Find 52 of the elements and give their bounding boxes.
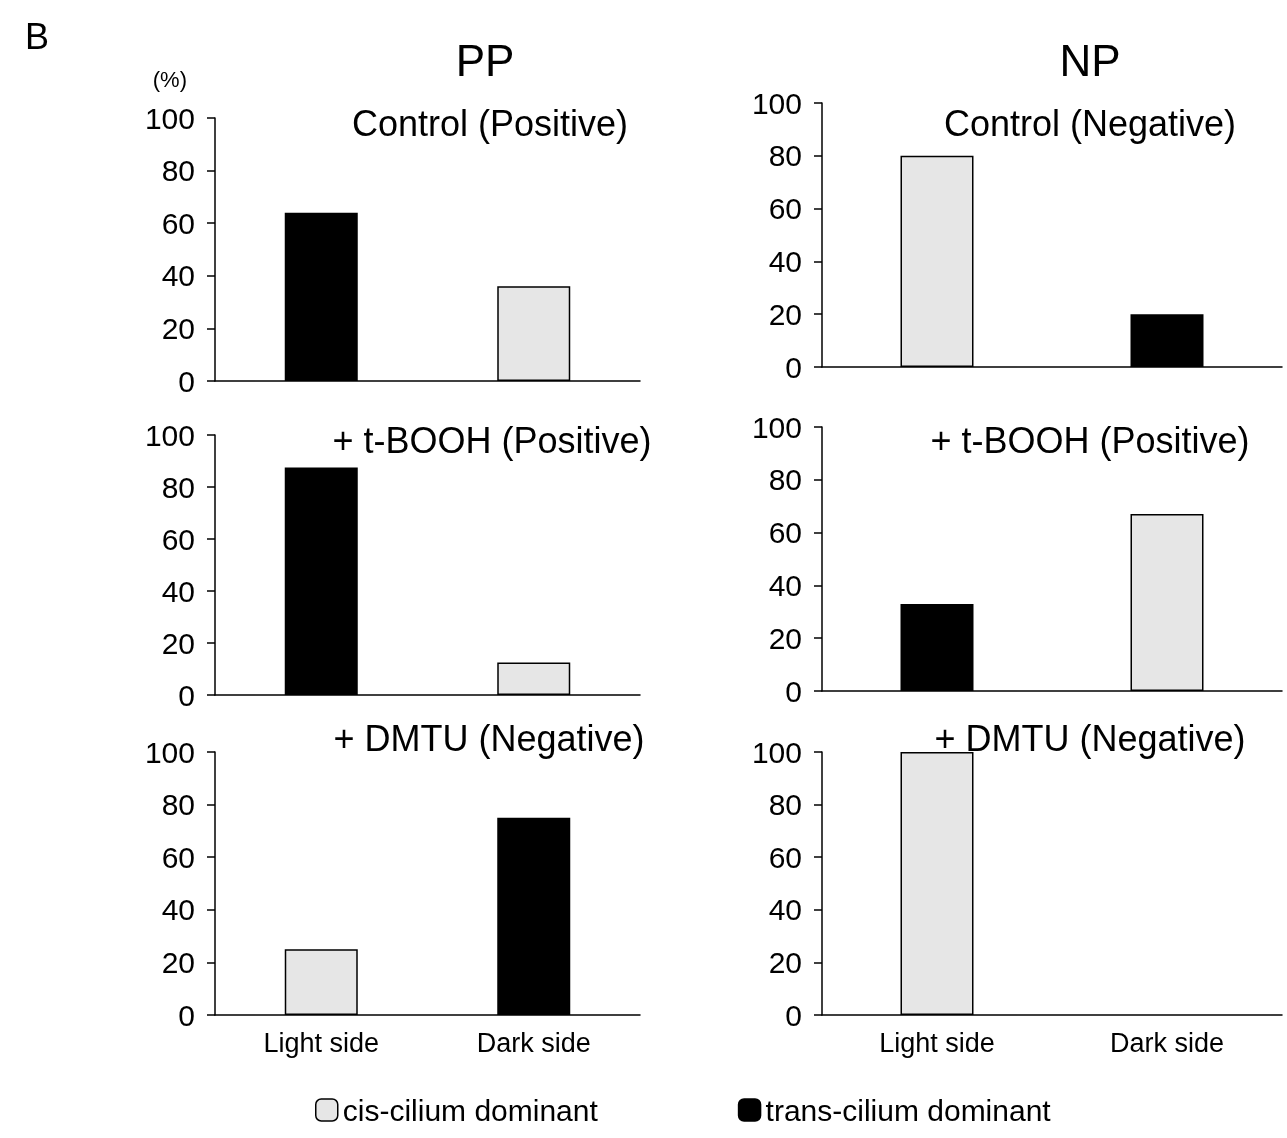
x-tick-label: Dark side (1109, 1027, 1225, 1058)
chart-title: + DMTU (Negative) (934, 717, 1246, 759)
y-tick-label: 60 (768, 192, 802, 226)
y-tick-label: 100 (144, 418, 195, 452)
y-tick-label: 40 (768, 244, 802, 278)
y-tick-label: 60 (768, 516, 802, 550)
y-axis-title: (%) (152, 66, 187, 92)
y-tick-label: 100 (144, 735, 195, 769)
y-tick-label: 60 (161, 522, 195, 556)
y-tick-label: 80 (161, 788, 195, 822)
y-tick-label: 40 (768, 568, 802, 602)
y-tick-label: 100 (751, 735, 802, 769)
chart-title: Control (Positive) (351, 102, 629, 144)
y-tick-label: 60 (161, 206, 195, 240)
y-tick-label: 20 (768, 297, 802, 331)
y-tick-label: 100 (144, 101, 195, 135)
y-tick-label: 0 (785, 350, 802, 384)
x-tick-label: Light side (879, 1027, 995, 1058)
y-tick-label: 0 (178, 998, 195, 1032)
y-tick-label: 40 (161, 893, 195, 927)
y-tick-label: 40 (768, 893, 802, 927)
text: PP (455, 35, 515, 85)
y-tick-label: 80 (161, 470, 195, 504)
y-tick-label: 20 (161, 626, 195, 660)
y-tick-label: 80 (768, 463, 802, 497)
legend-label: trans-cilium dominant (765, 1093, 1052, 1127)
chart-title: Control (Negative) (943, 102, 1237, 144)
y-tick-label: 20 (768, 621, 802, 655)
y-tick-label: 40 (161, 259, 195, 293)
y-tick-label: 100 (751, 86, 802, 120)
y-tick-label: 80 (161, 154, 195, 188)
chart-title: + t-BOOH (Positive) (332, 419, 652, 461)
text: NP (1059, 35, 1121, 85)
y-tick-label: 60 (768, 840, 802, 874)
y-tick-label: 0 (785, 674, 802, 708)
y-tick-label: 0 (178, 678, 195, 712)
y-tick-label: 100 (751, 410, 802, 444)
chart-title: + DMTU (Negative) (333, 717, 645, 759)
y-tick-label: 40 (161, 574, 195, 608)
y-tick-label: 20 (161, 311, 195, 345)
y-tick-label: 0 (178, 364, 195, 398)
x-tick-label: Dark side (476, 1027, 591, 1058)
y-tick-label: 20 (161, 945, 195, 979)
chart-title: + t-BOOH (Positive) (930, 419, 1250, 461)
y-tick-label: 60 (161, 840, 195, 874)
y-tick-label: 0 (785, 998, 802, 1032)
x-tick-label: Light side (263, 1027, 380, 1058)
y-tick-label: 20 (768, 945, 802, 979)
legend-label: cis-cilium dominant (342, 1093, 599, 1127)
y-tick-label: 80 (768, 788, 802, 822)
text: B (25, 15, 50, 57)
y-tick-label: 80 (768, 139, 802, 173)
